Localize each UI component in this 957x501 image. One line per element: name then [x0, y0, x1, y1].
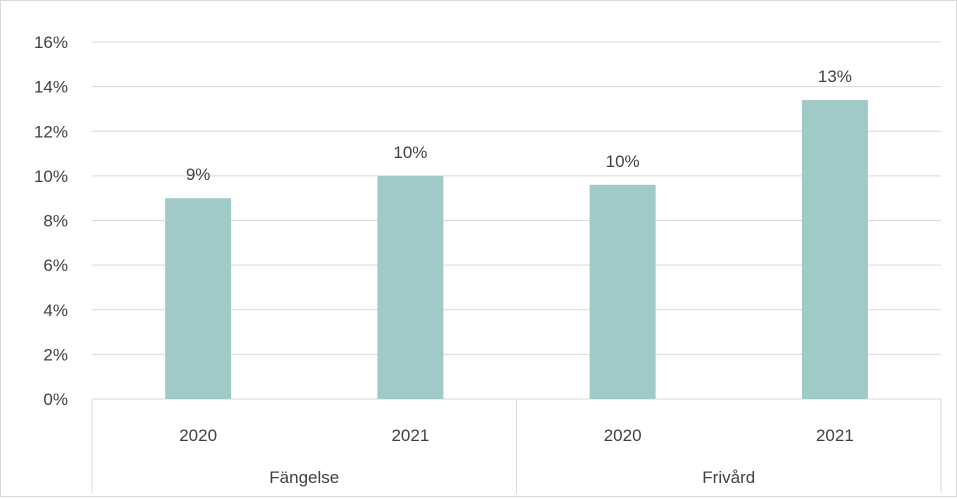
- data-label: 10%: [606, 152, 640, 171]
- y-tick-label: 2%: [43, 345, 68, 364]
- bar: [589, 184, 656, 399]
- group-label: Fängelse: [269, 468, 339, 487]
- x-tick-label: 2020: [179, 426, 217, 445]
- data-label: 9%: [186, 165, 211, 184]
- y-tick-label: 12%: [34, 122, 68, 141]
- y-tick-label: 4%: [43, 301, 68, 320]
- y-tick-label: 0%: [43, 390, 68, 409]
- y-tick-label: 16%: [34, 33, 68, 52]
- data-label: 13%: [818, 67, 852, 86]
- y-tick-label: 14%: [34, 78, 68, 97]
- x-tick-label: 2021: [816, 426, 854, 445]
- y-tick-label: 8%: [43, 212, 68, 231]
- bar: [377, 175, 444, 399]
- bar: [165, 198, 232, 399]
- group-label: Frivård: [702, 468, 755, 487]
- y-tick-label: 10%: [34, 167, 68, 186]
- x-tick-label: 2020: [604, 426, 642, 445]
- data-label: 10%: [393, 143, 427, 162]
- y-tick-label: 6%: [43, 256, 68, 275]
- bar: [801, 100, 868, 399]
- x-tick-label: 2021: [391, 426, 429, 445]
